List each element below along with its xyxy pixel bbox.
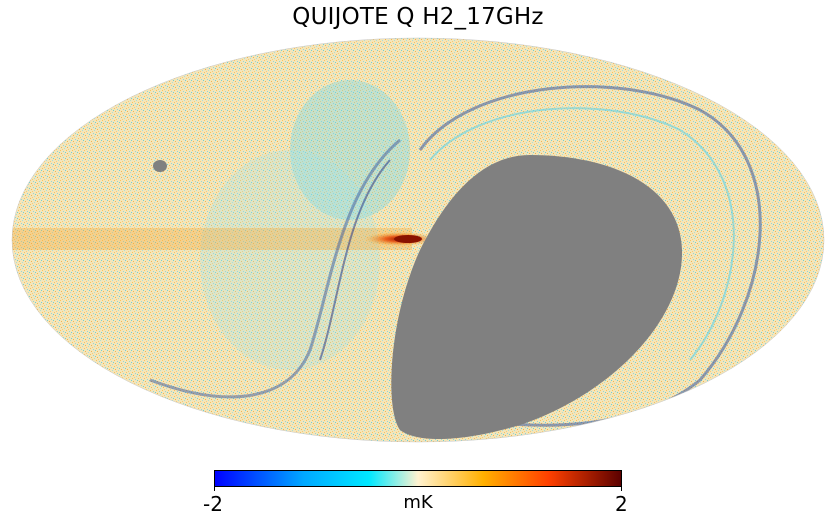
colorbar-min-label: -2 [203,492,223,516]
blue-region-2 [200,150,380,370]
colorbar-max-label: 2 [615,492,628,516]
map-outline [11,37,825,443]
galactic-center-core [394,235,422,243]
map-title: QUIJOTE Q H2_17GHz [292,4,544,30]
colorbar [214,470,622,487]
masked-spot [153,160,167,172]
colorbar-gradient [214,470,622,487]
blue-region [290,80,410,220]
colorbar-unit-label: mK [403,492,433,513]
scan-arc-left-inner [319,159,391,361]
scan-arc-inner [429,107,735,361]
colorbar-max-tick [621,487,622,491]
colorbar-min-tick [214,487,215,491]
masked-region [391,155,683,440]
galactic-plane [12,228,412,250]
scan-arc-left [149,138,401,399]
